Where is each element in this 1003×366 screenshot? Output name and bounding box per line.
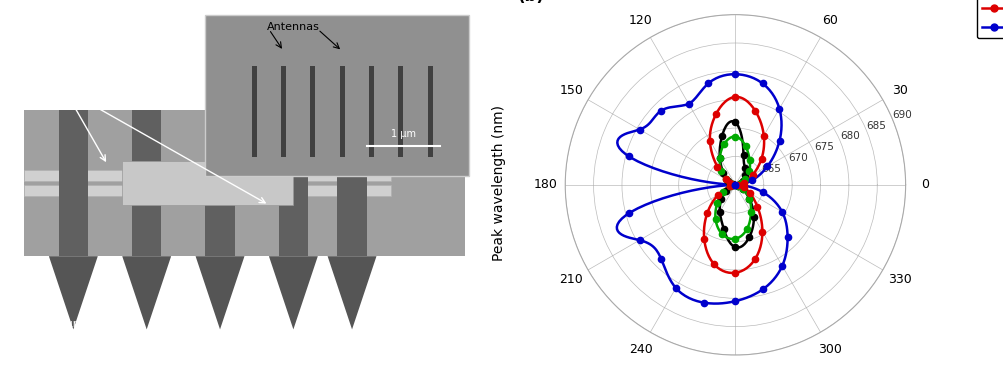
- Bar: [24, 170, 391, 181]
- Text: Electrodes: Electrodes: [24, 66, 98, 79]
- Polygon shape: [196, 256, 245, 329]
- Bar: [427, 66, 432, 157]
- Bar: [58, 110, 88, 256]
- Polygon shape: [49, 256, 97, 329]
- Polygon shape: [327, 256, 376, 329]
- Bar: [310, 66, 315, 157]
- Legend: 0V/μm, 0.57V/μm, 0.85V/μm, 2.28V/μm: 0V/μm, 0.57V/μm, 0.85V/μm, 2.28V/μm: [976, 0, 1003, 38]
- Text: (a): (a): [10, 11, 36, 29]
- Bar: [398, 66, 403, 157]
- Bar: [24, 110, 464, 256]
- Bar: [206, 110, 235, 256]
- Bar: [131, 110, 161, 256]
- Bar: [339, 66, 344, 157]
- Bar: [281, 66, 286, 157]
- Bar: [24, 185, 391, 196]
- Text: BSE1    15-Sep-08    LNIO    WD 9.4mm 30.0kV x900    50μm: BSE1 15-Sep-08 LNIO WD 9.4mm 30.0kV x900…: [15, 346, 244, 355]
- Text: 1 μm: 1 μm: [390, 129, 415, 139]
- Bar: [279, 110, 308, 256]
- Text: (b): (b): [518, 0, 544, 5]
- Bar: [369, 66, 374, 157]
- Bar: [122, 161, 293, 205]
- Text: Antennas: Antennas: [267, 22, 320, 32]
- Bar: [252, 66, 257, 157]
- Bar: [206, 15, 469, 176]
- Polygon shape: [269, 256, 318, 329]
- Text: 20 μm: 20 μm: [48, 320, 83, 329]
- Text: Peak wavelength (nm): Peak wavelength (nm): [491, 105, 506, 261]
- Polygon shape: [122, 256, 171, 329]
- Bar: [337, 110, 366, 256]
